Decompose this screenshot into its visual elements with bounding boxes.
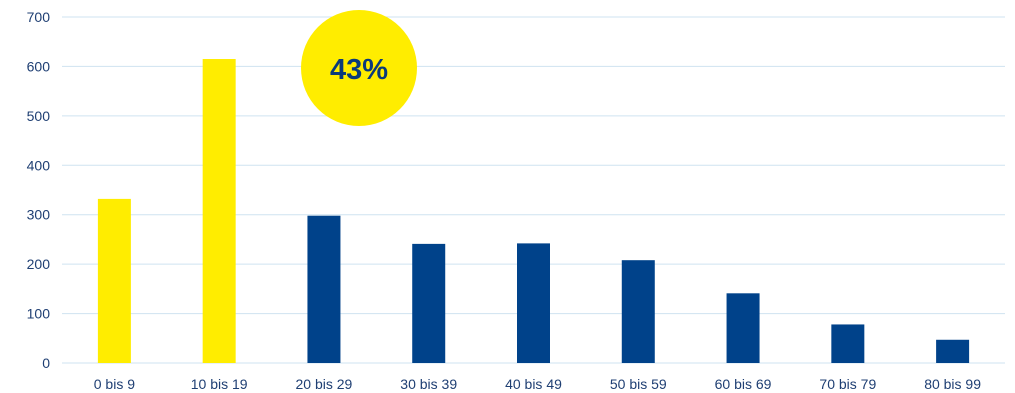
x-tick-label: 30 bis 39: [400, 376, 457, 392]
x-tick-label: 10 bis 19: [191, 376, 248, 392]
y-tick-label: 0: [42, 355, 50, 371]
bar: [517, 243, 550, 363]
x-tick-label: 60 bis 69: [715, 376, 772, 392]
bars: [97, 59, 970, 364]
y-tick-label: 300: [27, 207, 51, 223]
x-tick-label: 0 bis 9: [94, 376, 135, 392]
y-tick-label: 400: [27, 157, 51, 173]
x-axis-ticks: 0 bis 9 10 bis 19 20 bis 29 30 bis 39 40 bis…: [94, 376, 981, 392]
bar: [621, 260, 655, 363]
y-tick-label: 500: [27, 108, 51, 124]
x-tick-label: 40 bis 49: [505, 376, 562, 392]
percentage-badge-circle: [301, 10, 417, 126]
y-tick-label: 200: [27, 256, 51, 272]
y-tick-label: 100: [27, 306, 51, 322]
y-tick-label: 700: [27, 9, 51, 25]
x-tick-label: 70 bis 79: [819, 376, 876, 392]
percentage-badge-text: 43%: [330, 54, 388, 86]
bar: [726, 293, 760, 363]
y-axis-ticks: 0 100 200 300 400 500 600 700: [27, 9, 51, 371]
bar: [202, 59, 236, 364]
bar: [831, 324, 865, 363]
bar: [936, 339, 970, 363]
x-tick-label: 80 bis 99: [924, 376, 981, 392]
percentage-badge: 43%: [301, 10, 417, 126]
bar: [97, 198, 131, 363]
bar: [307, 215, 341, 363]
x-tick-label: 50 bis 59: [610, 376, 667, 392]
bar: [412, 243, 446, 363]
x-tick-label: 20 bis 29: [296, 376, 353, 392]
y-tick-label: 600: [27, 58, 51, 74]
